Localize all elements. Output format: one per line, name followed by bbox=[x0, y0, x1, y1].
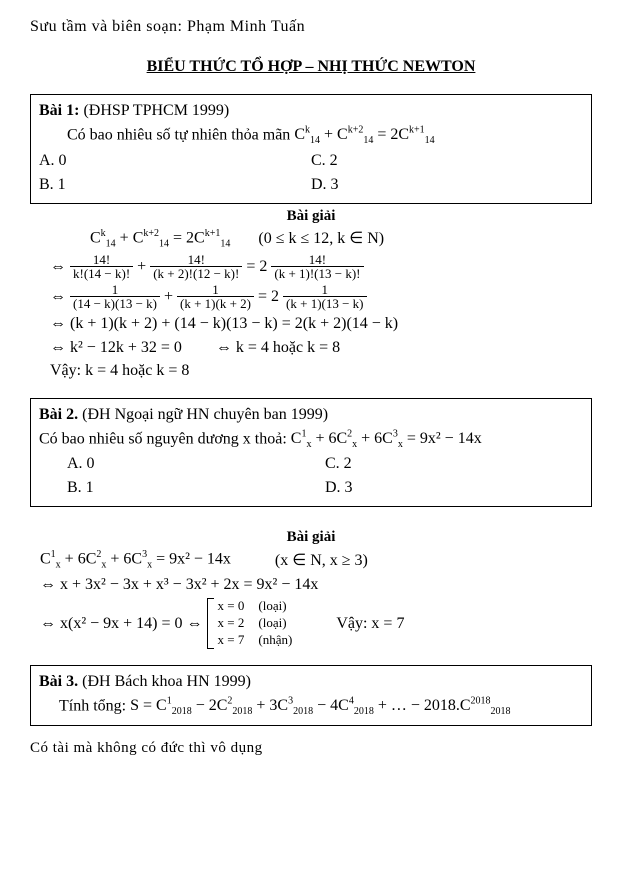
case-eq-2: x = 7 bbox=[218, 632, 245, 649]
problem-1-question: Có bao nhiêu số tự nhiên thỏa mãn Ck14 +… bbox=[39, 123, 583, 149]
problem-3-source: (ĐH Bách khoa HN 1999) bbox=[82, 673, 251, 690]
sol2-line2: ⇔ x + 3x² − 3x + x³ − 3x² + 2x = 9x² − 1… bbox=[40, 574, 582, 596]
sol1-line3: ⇔ 1(14 − k)(13 − k) + 1(k + 1)(k + 2) = … bbox=[50, 283, 582, 311]
case-note-1: (loại) bbox=[258, 615, 286, 632]
option-d: D. 3 bbox=[311, 173, 583, 197]
option-2b: B. 1 bbox=[67, 476, 325, 500]
sol1-cond: (0 ≤ k ≤ 12, k ∈ N) bbox=[258, 228, 384, 250]
problem-2-formula: C1x + 6C2x + 6C3x = 9x² − 14x bbox=[291, 430, 482, 447]
problem-3-box: Bài 3. (ĐH Bách khoa HN 1999) Tính tổng:… bbox=[30, 665, 592, 727]
problem-3-qtext: Tính tổng: bbox=[59, 697, 130, 714]
sol1-line4: ⇔ (k + 1)(k + 2) + (14 − k)(13 − k) = 2(… bbox=[50, 313, 582, 335]
sol2-cases: x = 0 (loại) x = 2 (loại) x = 7 (nhận) bbox=[207, 598, 293, 649]
option-2a: A. 0 bbox=[67, 452, 325, 476]
sol1-l5b: ⇔ k = 4 hoặc k = 8 bbox=[216, 337, 340, 359]
sol2-result: Vậy: x = 7 bbox=[336, 613, 404, 635]
problem-2-question: Có bao nhiêu số nguyên dương x thoả: C1x… bbox=[39, 427, 583, 453]
sol1-line1: Ck14 + Ck+214 = 2Ck+114 (0 ≤ k ≤ 12, k ∈… bbox=[50, 227, 582, 251]
case-note-2: (nhận) bbox=[258, 632, 292, 649]
option-2d: D. 3 bbox=[325, 476, 583, 500]
problem-3-label: Bài 3. bbox=[39, 673, 78, 690]
case-eq-1: x = 2 bbox=[218, 615, 245, 632]
sol2-l3-left: ⇔ x(x² − 9x + 14) = 0 ⇔ bbox=[40, 613, 203, 635]
option-a: A. 0 bbox=[39, 149, 311, 173]
problem-3-head: Bài 3. (ĐH Bách khoa HN 1999) bbox=[39, 670, 583, 694]
problem-1-head: Bài 1: (ĐHSP TPHCM 1999) bbox=[39, 99, 583, 123]
sol2-line1: C1x + 6C2x + 6C3x = 9x² − 14x (x ∈ N, x … bbox=[40, 548, 582, 572]
solution-1-title: Bài giải bbox=[30, 208, 592, 225]
problem-2-label: Bài 2. bbox=[39, 406, 78, 423]
header-credit: Sưu tầm và biên soạn: Phạm Minh Tuấn bbox=[30, 18, 592, 36]
sol1-line5: ⇔ k² − 12k + 32 = 0 ⇔ k = 4 hoặc k = 8 bbox=[50, 337, 582, 359]
solution-1-body: Ck14 + Ck+214 = 2Ck+114 (0 ≤ k ≤ 12, k ∈… bbox=[30, 227, 592, 386]
problem-2-qtext: Có bao nhiêu số nguyên dương x thoả: bbox=[39, 430, 291, 447]
page-title: BIỂU THỨC TỔ HỢP – NHỊ THỨC NEWTON bbox=[30, 58, 592, 76]
option-b: B. 1 bbox=[39, 173, 311, 197]
option-2c: C. 2 bbox=[325, 452, 583, 476]
solution-2-body: C1x + 6C2x + 6C3x = 9x² − 14x (x ∈ N, x … bbox=[30, 548, 592, 652]
problem-3-question: Tính tổng: S = C12018 − 2C22018 + 3C3201… bbox=[39, 694, 583, 720]
footer-quote: Có tài mà không có đức thì vô dụng bbox=[30, 740, 592, 757]
problem-1-source: (ĐHSP TPHCM 1999) bbox=[83, 102, 229, 119]
case-eq-0: x = 0 bbox=[218, 598, 245, 615]
problem-1-box: Bài 1: (ĐHSP TPHCM 1999) Có bao nhiêu số… bbox=[30, 94, 592, 204]
problem-3-formula: S = C12018 − 2C22018 + 3C32018 − 4C42018… bbox=[130, 697, 510, 714]
problem-1-label: Bài 1: bbox=[39, 102, 79, 119]
problem-1-qtext: Có bao nhiêu số tự nhiên thỏa mãn bbox=[67, 126, 294, 143]
sol2-cond: (x ∈ N, x ≥ 3) bbox=[275, 550, 368, 572]
case-note-0: (loại) bbox=[258, 598, 286, 615]
problem-2-source: (ĐH Ngoại ngữ HN chuyên ban 1999) bbox=[82, 406, 328, 423]
problem-2-options: A. 0 C. 2 B. 1 D. 3 bbox=[39, 452, 583, 500]
sol2-line3: ⇔ x(x² − 9x + 14) = 0 ⇔ x = 0 (loại) x = … bbox=[40, 598, 582, 649]
option-c: C. 2 bbox=[311, 149, 583, 173]
problem-1-options: A. 0 C. 2 B. 1 D. 3 bbox=[39, 149, 583, 197]
sol1-line2: ⇔ 14!k!(14 − k)! + 14!(k + 2)!(12 − k)! … bbox=[50, 253, 582, 281]
solution-2-title: Bài giải bbox=[30, 529, 592, 546]
problem-2-head: Bài 2. (ĐH Ngoại ngữ HN chuyên ban 1999) bbox=[39, 403, 583, 427]
problem-1-formula: Ck14 + Ck+214 = 2Ck+114 bbox=[294, 126, 434, 143]
problem-2-box: Bài 2. (ĐH Ngoại ngữ HN chuyên ban 1999)… bbox=[30, 398, 592, 508]
sol1-line6: Vậy: k = 4 hoặc k = 8 bbox=[50, 360, 582, 382]
sol1-l5a: ⇔ k² − 12k + 32 = 0 bbox=[50, 337, 182, 359]
